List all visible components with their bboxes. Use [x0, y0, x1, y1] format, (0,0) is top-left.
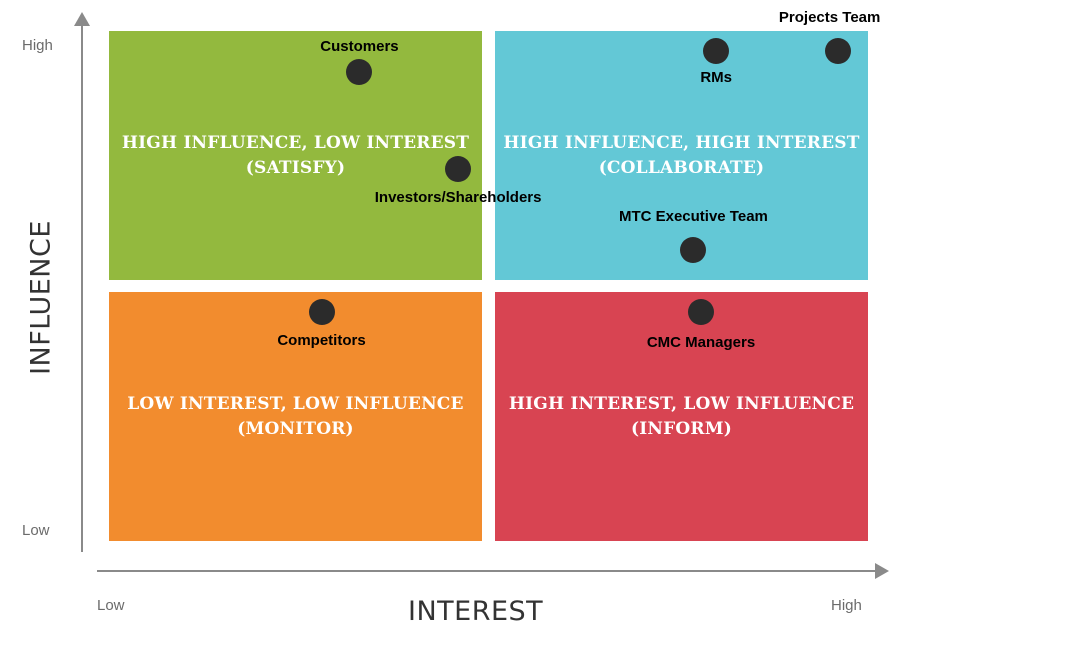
y-axis-low-label: Low — [22, 522, 50, 539]
quadrant-bottom-right-title: HIGH INTEREST, LOW INFLUENCE — [508, 394, 855, 414]
stakeholder-label: Competitors — [277, 331, 366, 349]
x-axis-low-label: Low — [97, 597, 125, 614]
quadrant-top-right-title: HIGH INFLUENCE, HIGH INTEREST — [503, 133, 860, 153]
stakeholder-dot — [824, 38, 851, 65]
quadrant-top-right: HIGH INFLUENCE, HIGH INTEREST (COLLABORA… — [495, 31, 868, 280]
quadrant-bottom-left-subtitle: (MONITOR) — [237, 419, 354, 439]
quadrant-bottom-right-subtitle: (INFORM) — [630, 419, 732, 439]
y-axis-arrow-icon — [74, 12, 90, 26]
quadrant-bottom-left: LOW INTEREST, LOW INFLUENCE (MONITOR) — [109, 292, 482, 541]
stakeholder-dot — [688, 298, 715, 325]
x-axis-high-label: High — [831, 597, 862, 614]
stakeholder-label: MTC Executive Team — [618, 208, 768, 226]
quadrant-top-left: HIGH INFLUENCE, LOW INTEREST (SATISFY) — [109, 31, 482, 280]
stakeholder-dot — [308, 298, 335, 325]
quadrant-bottom-left-title: LOW INTEREST, LOW INFLUENCE — [127, 394, 464, 414]
x-axis-title: INTEREST — [408, 596, 544, 627]
stakeholder-label: CMC Managers — [646, 333, 756, 351]
stakeholder-dot — [703, 38, 730, 65]
stakeholder-label: Projects Team — [778, 9, 881, 27]
stakeholder-label: RMs — [700, 69, 733, 87]
quadrant-bottom-right: HIGH INTEREST, LOW INFLUENCE (INFORM) — [495, 292, 868, 541]
y-axis-line — [81, 22, 83, 552]
quadrant-top-right-subtitle: (COLLABORATE) — [598, 158, 765, 178]
stakeholder-dot — [445, 155, 472, 182]
stakeholder-label: Customers — [320, 37, 399, 55]
stakeholder-dot — [680, 237, 707, 264]
y-axis-high-label: High — [22, 37, 53, 54]
stakeholder-label: Investors/Shareholders — [374, 188, 542, 206]
x-axis-arrow-icon — [875, 563, 889, 579]
x-axis-line — [97, 570, 877, 572]
quadrant-top-left-subtitle: (SATISFY) — [245, 158, 346, 178]
stakeholder-dot — [346, 58, 373, 85]
quadrant-top-left-title: HIGH INFLUENCE, LOW INTEREST — [121, 133, 470, 153]
